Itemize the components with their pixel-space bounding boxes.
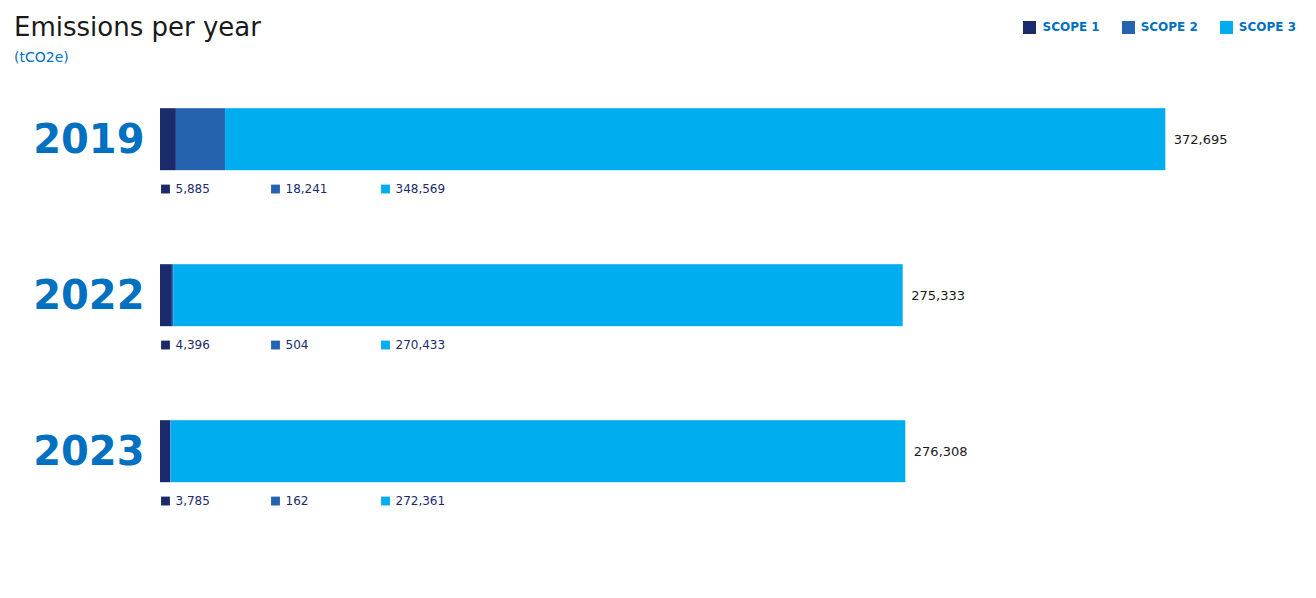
svg-text:2022: 2022 — [33, 272, 144, 318]
svg-text:348,569: 348,569 — [396, 182, 446, 196]
svg-text:275,333: 275,333 — [911, 288, 965, 303]
html-text:Emissions per year: Emissions per year — [14, 12, 261, 42]
html-text:SCOPE 3: SCOPE 3 — [1238, 20, 1296, 34]
html-text:(tCO2e): (tCO2e) — [14, 49, 69, 66]
svg-text:372,695: 372,695 — [1174, 132, 1228, 147]
html-text:SCOPE 2: SCOPE 2 — [1140, 20, 1198, 34]
svg-text:5,885: 5,885 — [176, 182, 210, 196]
svg-text:270,433: 270,433 — [396, 338, 446, 352]
svg-text:504: 504 — [286, 338, 309, 352]
svg-text:3,785: 3,785 — [176, 494, 210, 508]
svg-text:2019: 2019 — [33, 116, 144, 162]
svg-text:272,361: 272,361 — [396, 494, 446, 508]
svg-text:276,308: 276,308 — [914, 444, 968, 459]
svg-text:18,241: 18,241 — [286, 182, 328, 196]
svg-text:2023: 2023 — [33, 428, 144, 474]
html-text:SCOPE 1: SCOPE 1 — [1042, 20, 1100, 34]
svg-text:162: 162 — [286, 494, 309, 508]
svg-text:4,396: 4,396 — [176, 338, 210, 352]
